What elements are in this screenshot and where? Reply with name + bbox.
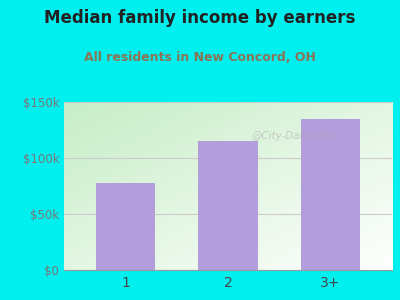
Text: @City-Data.com: @City-Data.com <box>251 130 336 141</box>
Bar <box>96 183 155 270</box>
Bar <box>198 141 258 270</box>
Bar <box>301 119 360 270</box>
Text: All residents in New Concord, OH: All residents in New Concord, OH <box>84 51 316 64</box>
Text: Median family income by earners: Median family income by earners <box>44 9 356 27</box>
